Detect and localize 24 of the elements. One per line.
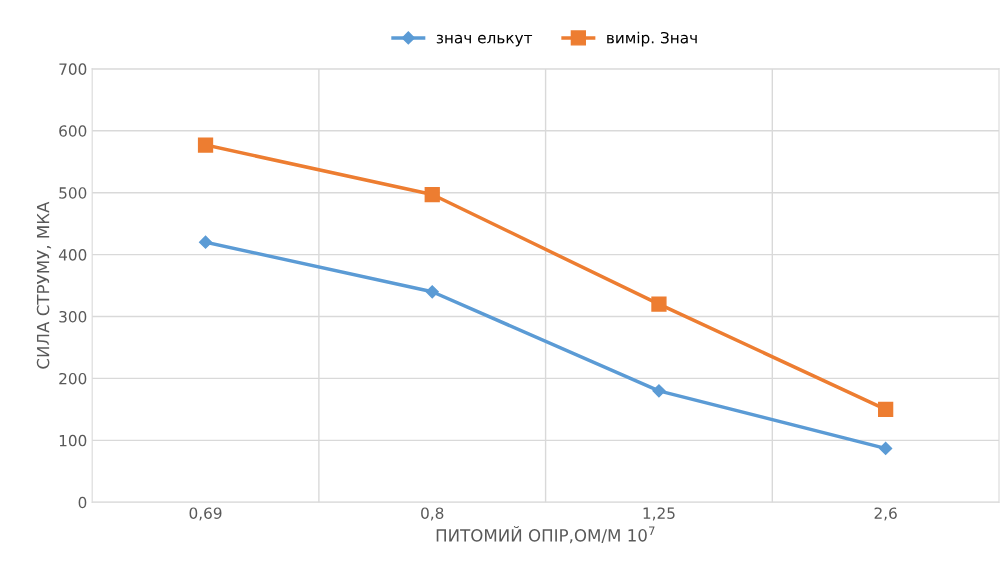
- x-tick-label: 0,8: [421, 507, 444, 521]
- y-tick-label: 700: [59, 63, 87, 75]
- point: [197, 137, 214, 153]
- x-tick-label: 0,69: [189, 507, 222, 521]
- legend-label: вимір. Знач: [607, 31, 697, 47]
- y-tick-label: 400: [58, 249, 87, 261]
- x-axis-title: ПИТОМИЙ ОПІР,ОМ/М 10$^{7}$: [436, 525, 655, 544]
- y-tick-label: 100: [59, 434, 87, 447]
- x-tick-label: 2,6: [874, 507, 897, 521]
- y-tick-label: 500: [59, 187, 87, 199]
- y-axis-title: СИЛА СТРУМУ, МКА: [36, 201, 52, 369]
- point: [651, 296, 667, 312]
- point: [424, 186, 440, 203]
- y-tick-label: 0: [78, 496, 87, 509]
- y-tick-label: 300: [59, 310, 87, 323]
- y-tick-label: 600: [59, 125, 87, 137]
- point: [198, 235, 213, 249]
- point: [425, 285, 439, 299]
- legend-label: знач елькут: [436, 34, 533, 47]
- y-tick-label: 200: [59, 372, 87, 385]
- point: [879, 441, 893, 455]
- point: [652, 384, 666, 398]
- point: [878, 401, 894, 418]
- x-tick-label: 1,25: [643, 507, 675, 521]
